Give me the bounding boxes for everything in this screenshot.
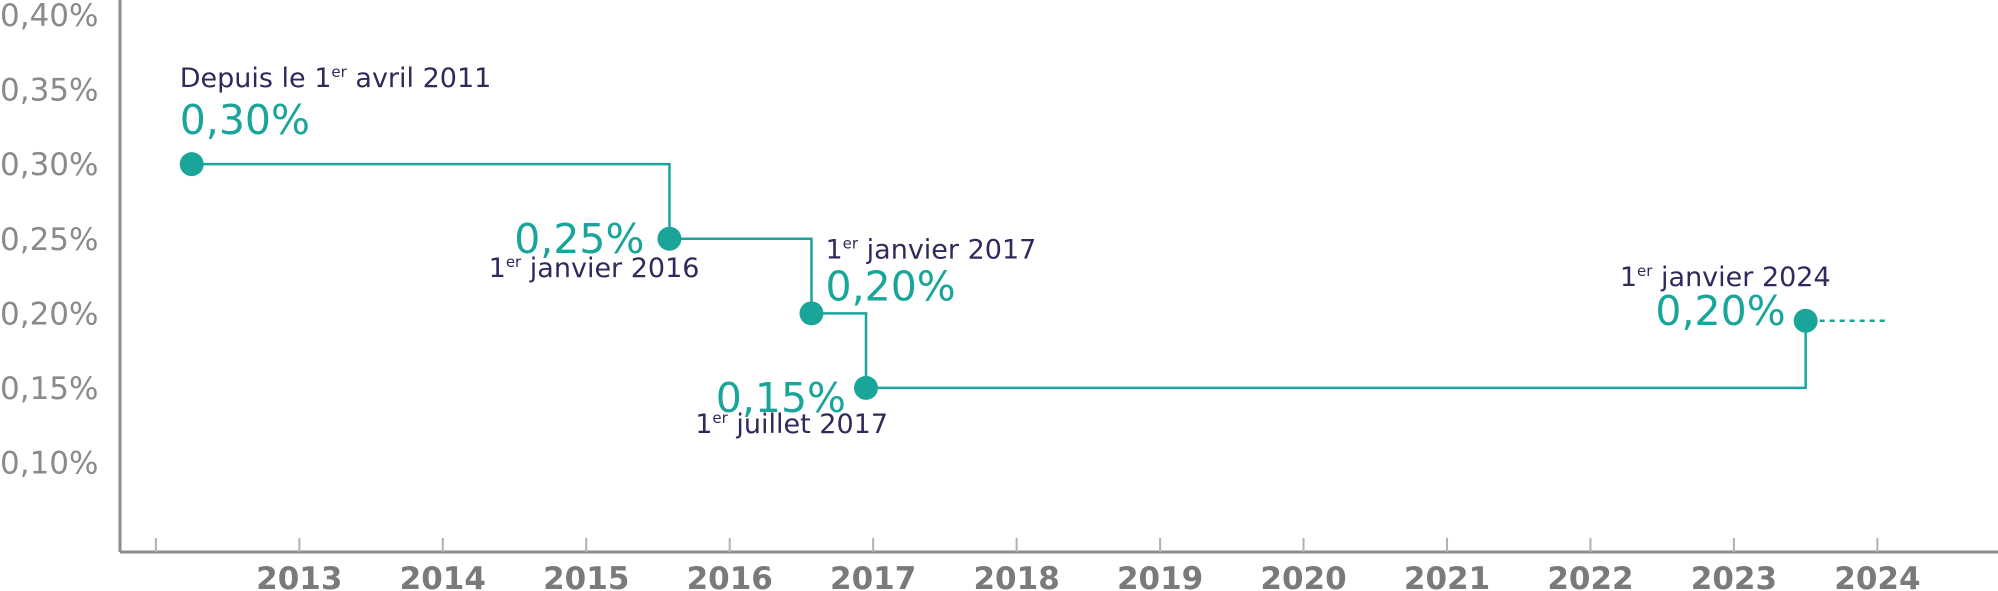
annotation-date-suffix: avril 2011: [347, 63, 492, 94]
x-tick-label: 2020: [1260, 561, 1346, 591]
annotation-date: 1er janvier 2016: [489, 253, 700, 284]
annotation-date-prefix: 1: [489, 253, 506, 284]
y-tick-label: 0,30%: [0, 147, 98, 183]
data-point-0: [179, 152, 204, 177]
annotation-date-suffix: janvier 2016: [521, 253, 699, 284]
annotation-date-sup: er: [843, 234, 859, 252]
annotation-date-prefix: 1: [1620, 262, 1637, 293]
axis-ticks: 0,40% 0,35% 0,30% 0,25% 0,20% 0,15% 0,10% 2013 2…: [0, 0, 1921, 591]
annotation-value: 0,15%: [716, 374, 846, 422]
annotation-date-sup: er: [506, 253, 522, 271]
annotation-value: 0,20%: [1655, 287, 1785, 335]
annotation-date-prefix: Depuis le 1: [180, 63, 332, 94]
annotation-date: 1er janvier 2017: [825, 234, 1036, 265]
x-tick-label: 2013: [256, 561, 342, 591]
axes: [118, 0, 1998, 554]
x-tick-label: 2016: [687, 561, 773, 591]
x-tick-label: 2021: [1404, 561, 1490, 591]
data-point-2: [799, 301, 824, 326]
y-tick-label: 0,10%: [0, 446, 98, 482]
x-tick-label: 2018: [973, 561, 1059, 591]
data-point-1: [657, 226, 682, 251]
data-point-4: [1793, 308, 1818, 333]
annotation-date: Depuis le 1er avril 2011: [180, 63, 492, 94]
y-tick-label: 0,15%: [0, 371, 98, 407]
annotation-date: 1er janvier 2024: [1620, 262, 1831, 293]
series-points: [179, 152, 1818, 400]
y-tick-label: 0,25%: [0, 222, 98, 258]
annotation-date-suffix: janvier 2024: [1652, 262, 1830, 293]
annotation-date-suffix: janvier 2017: [858, 234, 1036, 265]
data-point-3: [854, 375, 878, 400]
step-line: [191, 162, 1807, 390]
annotation-date-suffix: juillet 2017: [728, 409, 888, 440]
annotation-value: 0,20%: [825, 262, 955, 310]
x-tick-label: 2024: [1834, 561, 1920, 591]
x-tick-label: 2019: [1117, 561, 1203, 591]
x-tick-label: 2023: [1691, 561, 1777, 591]
x-tick-label: 2014: [400, 561, 486, 591]
x-tick-label: 2015: [543, 561, 629, 591]
x-tick-label: 2022: [1547, 561, 1633, 591]
annotation-date-sup: er: [712, 409, 728, 427]
y-tick-label: 0,35%: [0, 73, 98, 109]
x-tick-label: 2017: [830, 561, 916, 591]
annotation-date-prefix: 1: [825, 234, 842, 265]
annotation-value: 0,30%: [180, 96, 310, 144]
annotation-value: 0,25%: [514, 215, 644, 263]
annotation-date-sup: er: [331, 63, 347, 81]
annotation-date: 1er juillet 2017: [695, 409, 888, 440]
annotation-date-sup: er: [1637, 262, 1653, 280]
y-tick-label: 0,40%: [0, 0, 98, 34]
y-tick-label: 0,20%: [0, 296, 98, 332]
annotation-date-prefix: 1: [695, 409, 712, 440]
